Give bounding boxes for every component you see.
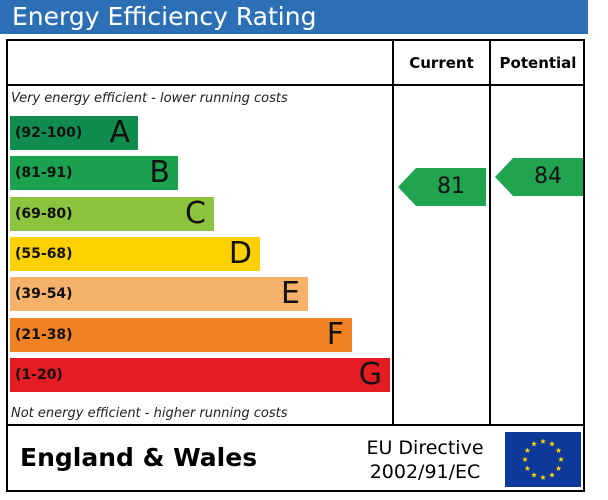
band-letter: B [149,155,170,190]
band-range-label: (55-68) [15,246,73,262]
star-icon [549,440,555,447]
rating-table [6,39,585,426]
band-letter: D [228,236,252,271]
region-label: England & Wales [20,443,258,472]
star-icon [540,474,546,480]
star-icon [531,472,537,478]
caption-not-efficient: Not energy efficient - higher running co… [11,406,288,421]
current-rating-arrow-shape [398,168,486,206]
band-d: (55-68) D [10,236,260,271]
band-range-label: (39-54) [15,286,73,302]
eu-directive-line2: 2002/91/EC [369,461,481,483]
current-column-header: Current [409,54,474,72]
band-c: (69-80) C [10,196,214,231]
eu-directive-line1: EU Directive [366,437,484,459]
star-icon [558,456,564,462]
current-rating-arrow-value: 81 [437,174,465,199]
star-icon [555,465,562,471]
potential-rating-arrow-fill [495,158,583,196]
band-g: (1-20) G [10,357,390,392]
current-rating-arrow: 81 [398,168,486,206]
star-icon [524,465,531,471]
eu-flag-icon [505,432,581,487]
band-range-label: (1-20) [15,367,63,383]
eu-flag-stars [522,438,564,480]
potential-rating-arrow-value: 84 [534,164,562,189]
band-letter: A [109,115,130,150]
potential-rating-arrow-shape [495,158,583,196]
band-f: (21-38) F [10,317,352,352]
potential-column-header: Potential [499,54,577,72]
header-divider [6,84,585,86]
band-range-label: (92-100) [15,125,83,141]
caption-very-efficient: Very energy efficient - lower running co… [11,91,288,106]
column-divider-current [392,39,394,426]
band-range-label: (81-91) [15,165,73,181]
eu-directive: EU Directive 2002/91/EC [350,436,500,484]
chart-title: Energy Efficiency Rating [12,2,317,31]
star-icon [524,447,531,453]
potential-rating-arrow: 84 [495,158,583,196]
star-icon [549,472,555,478]
star-icon [555,447,562,453]
star-icon [522,456,528,462]
band-range-label: (21-38) [15,327,73,343]
band-b: (81-91) B [10,155,178,190]
footer-panel [6,426,585,492]
band-range-label: (69-80) [15,206,73,222]
band-e: (39-54) E [10,276,308,311]
band-letter: F [326,317,344,352]
column-divider-potential [489,39,491,426]
current-rating-arrow-fill [398,168,486,206]
band-letter: G [358,357,382,392]
title-bar: Energy Efficiency Rating [0,0,588,34]
star-icon [540,438,546,444]
band-a: (92-100) A [10,115,138,150]
star-icon [531,440,537,447]
band-letter: C [185,196,206,231]
band-letter: E [281,276,300,311]
